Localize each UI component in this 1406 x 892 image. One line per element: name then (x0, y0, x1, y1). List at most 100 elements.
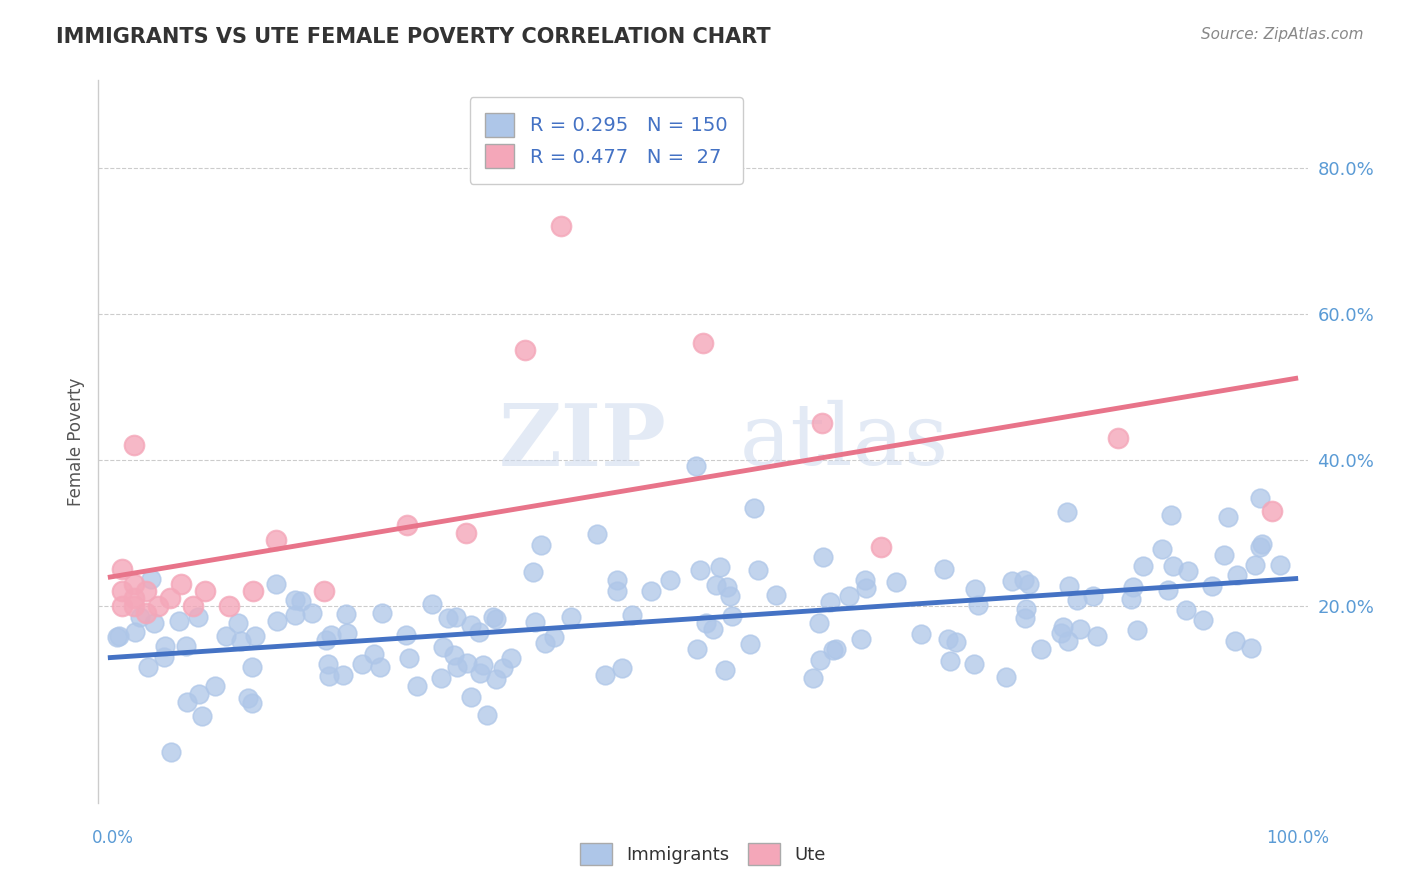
Point (437, 611, 460, 625)
Point (1192, 613, 1215, 627)
Point (477, 707, 499, 722)
Point (543, 630, 565, 644)
Point (967, 598, 990, 612)
Point (485, 672, 508, 686)
Point (689, 563, 711, 577)
Point (612, 661, 634, 675)
Point (242, 584, 264, 599)
Point (515, 343, 537, 358)
Point (284, 608, 307, 623)
Point (1201, 579, 1223, 593)
Point (810, 417, 832, 431)
Point (240, 660, 263, 674)
Point (170, 577, 193, 591)
Point (432, 640, 454, 654)
Point (1014, 611, 1036, 625)
Point (159, 591, 181, 606)
Point (963, 657, 986, 672)
Point (122, 438, 145, 452)
Point (1244, 558, 1267, 573)
Point (522, 566, 544, 580)
Point (485, 612, 508, 626)
Point (606, 584, 628, 599)
Point (471, 657, 494, 672)
Point (499, 651, 522, 665)
Point (1107, 431, 1129, 445)
Point (111, 562, 134, 576)
Point (1052, 620, 1074, 634)
Point (395, 518, 418, 533)
Point (1057, 579, 1080, 593)
Point (910, 627, 932, 641)
Point (240, 697, 263, 711)
Point (1122, 580, 1144, 594)
Point (801, 671, 824, 685)
Point (686, 642, 709, 657)
Point (124, 624, 146, 639)
Point (820, 595, 842, 609)
Point (621, 608, 644, 623)
Point (181, 599, 204, 613)
Point (174, 639, 197, 653)
Point (243, 629, 266, 643)
Point (363, 647, 385, 661)
Point (190, 709, 212, 723)
Point (335, 607, 357, 621)
Point (336, 626, 359, 640)
Point (229, 634, 252, 648)
Point (1081, 589, 1104, 603)
Point (1240, 640, 1263, 655)
Point (1050, 625, 1073, 640)
Point (443, 648, 465, 662)
Point (824, 642, 846, 657)
Point (685, 459, 707, 474)
Text: atlas: atlas (740, 400, 949, 483)
Point (318, 669, 340, 683)
Point (811, 549, 834, 564)
Point (1249, 541, 1271, 555)
Point (738, 637, 761, 651)
Point (709, 559, 731, 574)
Y-axis label: Female Poverty: Female Poverty (66, 377, 84, 506)
Point (1018, 576, 1040, 591)
Point (1160, 508, 1182, 523)
Point (139, 573, 162, 587)
Point (1029, 642, 1052, 657)
Point (406, 679, 429, 693)
Point (429, 671, 451, 685)
Point (714, 663, 737, 677)
Point (849, 632, 872, 647)
Point (111, 584, 134, 599)
Point (395, 628, 418, 642)
Point (704, 578, 727, 592)
Point (312, 584, 335, 599)
Point (965, 582, 987, 597)
Point (938, 655, 960, 669)
Point (1126, 623, 1149, 637)
Point (1132, 558, 1154, 573)
Point (692, 336, 714, 351)
Point (204, 679, 226, 693)
Point (111, 599, 134, 613)
Point (1057, 634, 1080, 648)
Point (742, 501, 765, 516)
Point (105, 631, 128, 645)
Point (187, 687, 209, 701)
Legend: R = 0.295   N = 150, R = 0.477   N =  27: R = 0.295 N = 150, R = 0.477 N = 27 (470, 97, 742, 184)
Point (135, 584, 157, 599)
Point (301, 606, 323, 620)
Point (1150, 541, 1173, 556)
Point (236, 691, 259, 706)
Point (593, 667, 616, 681)
Point (284, 592, 307, 607)
Point (932, 562, 955, 576)
Point (136, 660, 159, 674)
Point (747, 563, 769, 577)
Point (1066, 593, 1088, 607)
Point (122, 591, 145, 606)
Point (1157, 582, 1180, 597)
Point (1015, 602, 1038, 616)
Point (264, 577, 287, 591)
Point (524, 615, 547, 629)
Point (398, 651, 420, 665)
